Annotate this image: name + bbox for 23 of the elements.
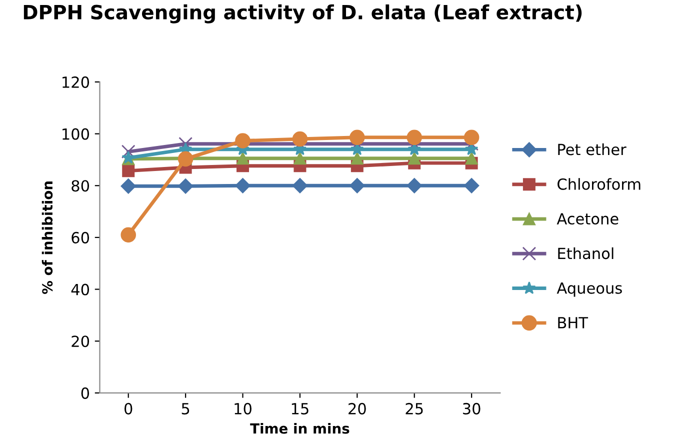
x-tick-label: 0 — [124, 402, 132, 414]
y-tick-label: 40 — [71, 284, 90, 296]
legend-label: Acetone — [556, 213, 618, 225]
legend-label: Chloroform — [558, 178, 640, 190]
y-tick-label: 100 — [62, 128, 90, 140]
y-tick-label: 20 — [72, 336, 90, 348]
x-tick-label: 5 — [182, 403, 190, 414]
legend-label: Ethanol — [558, 247, 614, 260]
y-tick-label: 80 — [72, 180, 90, 192]
x-tick-label: 25 — [406, 402, 423, 414]
x-tick-label: 10 — [234, 402, 252, 414]
y-tick-label: 0 — [81, 387, 90, 399]
x-tick-label: 20 — [348, 402, 366, 414]
x-tick-label: 15 — [292, 403, 308, 414]
y-tick-label: 120 — [62, 76, 90, 88]
legend-label: BHT — [558, 317, 588, 328]
legend-label: Aqueous — [556, 282, 622, 297]
chart-title: DPPH Scavenging activity of D. elata (Leaf extract) — [24, 4, 582, 24]
x-tick-label: 30 — [463, 402, 480, 414]
legend-label: Pet ether — [558, 143, 626, 156]
y-axis-title: % of inhibition — [42, 182, 53, 294]
y-tick-label: 60 — [72, 232, 90, 244]
x-axis-title: Time in mins — [250, 423, 350, 434]
